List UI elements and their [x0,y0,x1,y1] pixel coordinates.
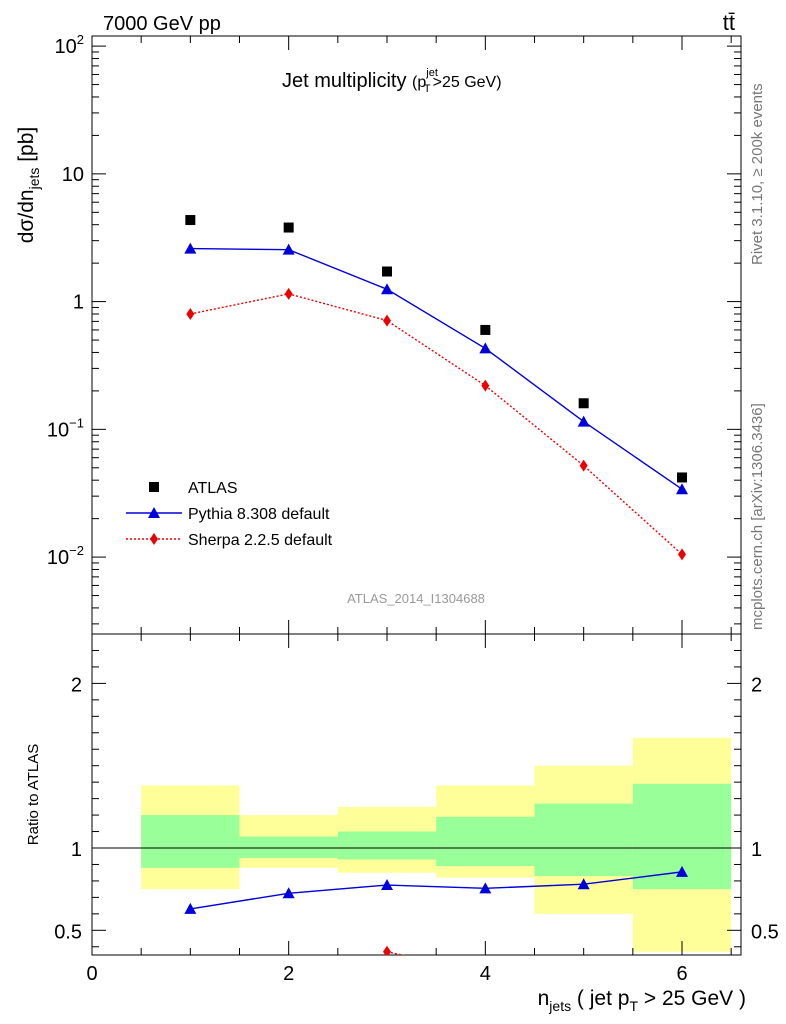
legend-marker [148,507,160,518]
data-point-1 [676,483,688,495]
ratio-data-point [381,879,393,891]
x-tick-label: 6 [676,963,687,985]
ratio-data-point [676,865,688,877]
data-point-2 [579,459,588,472]
ratio-series-line [386,951,405,955]
chart-title-pt: p [417,74,426,91]
header-process-label: tt̄ [723,10,735,35]
y-tick-label-exponent: 2 [77,32,84,47]
ratio-series-1 [383,945,405,955]
data-point-1 [282,243,295,255]
uncertainty-band-green [337,831,437,860]
mcplots-reference-label: mcplots.cern.ch [arXiv:1306.3436] [749,403,766,630]
x-tick-label: 2 [283,963,294,985]
data-point-0 [677,472,687,483]
y-tick-label: 1 [73,292,84,314]
legend-entry-label: ATLAS [188,480,238,497]
chart-title: Jet multiplicity (pjet T >25 GeV) [282,67,502,95]
chart-title-sup: jet [425,67,438,79]
legend-entry-label: Pythia 8.308 default [188,506,330,523]
legend-marker [150,533,158,545]
data-point-0 [480,324,491,335]
x-axis-label-subscript-t: T [629,998,638,1014]
chart-title-open: ( [412,74,418,91]
rivet-version-label: Rivet 3.1.10, ≥ 200k events [749,83,766,265]
ratio-y-tick-label-left: 2 [71,674,82,696]
ratio-data-point [383,945,391,955]
data-point-0 [185,215,196,226]
ratio-data-point [479,882,492,894]
uncertainty-band-green [141,815,240,868]
ratio-series-line [190,871,683,910]
ratio-data-point [282,887,295,899]
y-axis-label: dσ/dnjets [pb] [15,127,42,244]
analysis-watermark: ATLAS_2014_I1304688 [347,591,485,606]
uncertainty-band-green [239,836,338,858]
chart-title-tail: >25 GeV) [433,74,502,91]
uncertainty-band-green [436,816,535,867]
ratio-data-point [184,902,197,914]
x-tick-label: 0 [86,963,97,985]
data-point-1 [479,342,492,354]
x-axis-label-middle: ( jet p [571,987,629,1010]
data-point-0 [382,266,392,277]
ratio-y-tick-label-right: 2 [751,674,762,696]
x-axis-label-subscript: jets [548,998,571,1014]
data-point-1 [184,242,197,254]
y-tick-label-exponent: −2 [69,543,84,558]
data-point-2 [481,379,490,392]
data-point-0 [283,222,294,233]
x-axis-label-tail: > 25 GeV ) [638,987,746,1010]
x-tick-label: 4 [480,963,491,985]
y-tick-label-exponent: −1 [69,415,84,430]
data-point-0 [578,398,589,409]
y-axis-label-unit: [pb] [15,127,38,168]
y-tick-label: 10 [62,164,84,186]
data-point-1 [381,283,393,295]
x-axis-label: njets ( jet pT > 25 GeV ) [538,987,746,1014]
legend-marker [149,482,159,492]
ratio-y-tick-label-right: 1 [751,839,762,861]
data-point-2 [383,314,391,327]
data-point-2 [678,548,686,561]
data-point-2 [186,307,195,320]
ratio-y-tick-label-right: 0.5 [751,921,779,943]
uncertainty-band-green [534,803,633,876]
series-line-1 [190,247,683,490]
header-energy-label: 7000 GeV pp [103,13,221,35]
ratio-y-tick-label-left: 0.5 [54,921,82,943]
ratio-panel: 0.5 0.5 1 1 2 2 0 2 4 6 Ratio to ATLAS njets ( jet … [25,633,779,1014]
data-point-1 [577,415,590,427]
ratio-data-point [577,878,590,890]
y-tick-label: 10−1 [47,415,84,441]
series-line-2 [190,293,683,555]
y-tick-label: 10−2 [47,543,84,569]
chart-title-sub: T [424,83,431,95]
ratio-panel-frame [91,633,742,956]
legend-entry-label: Sherpa 2.2.5 default [188,532,333,549]
y-axis-label-subscript: jets [26,168,42,191]
y-tick-label: 102 [55,32,84,58]
data-point-2 [284,287,293,300]
ratio-y-tick-label-left: 1 [71,839,82,861]
ratio-y-axis-label: Ratio to ATLAS [25,744,42,845]
ratio-series-0 [184,865,688,914]
